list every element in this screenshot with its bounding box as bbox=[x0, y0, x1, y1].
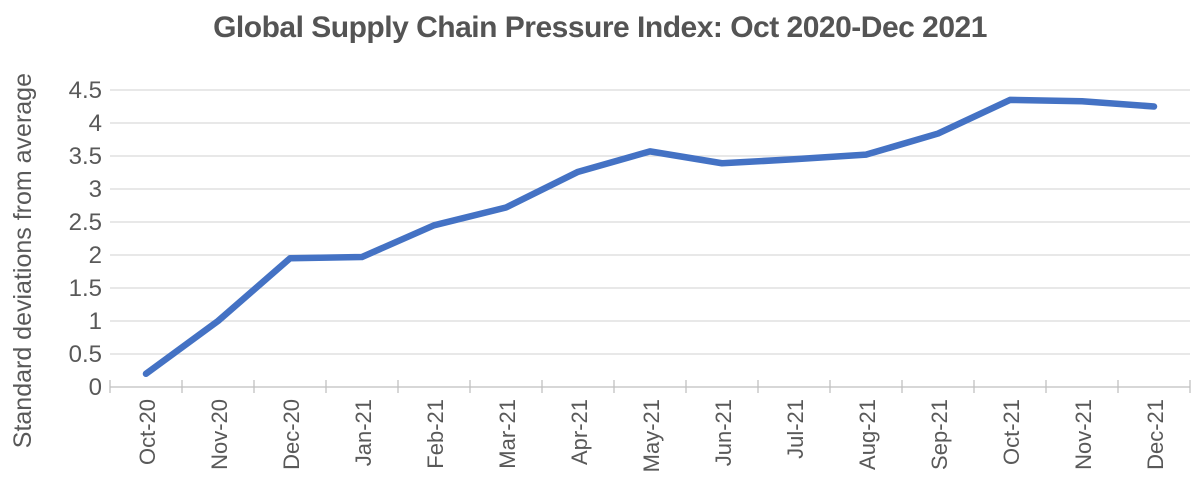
x-tick-label: Dec-20 bbox=[279, 399, 304, 470]
y-tick-label: 3.5 bbox=[69, 143, 102, 170]
x-tick-label: Jun-21 bbox=[711, 399, 736, 466]
x-tick-label: Sep-21 bbox=[927, 399, 952, 470]
y-tick-label: 2.5 bbox=[69, 209, 102, 236]
x-tick-label: Aug-21 bbox=[855, 399, 880, 470]
x-tick-label: Feb-21 bbox=[423, 399, 448, 469]
x-tick-label: Nov-21 bbox=[1071, 399, 1096, 470]
x-tick-label: Dec-21 bbox=[1143, 399, 1168, 470]
x-tick-label: Jan-21 bbox=[351, 399, 376, 466]
y-tick-label: 4.5 bbox=[69, 77, 102, 104]
y-tick-label: 0.5 bbox=[69, 341, 102, 368]
y-tick-label: 3 bbox=[89, 176, 102, 203]
x-tick-label: Mar-21 bbox=[495, 399, 520, 469]
y-tick-label: 4 bbox=[89, 110, 102, 137]
x-tick-label: May-21 bbox=[639, 399, 664, 472]
series-line bbox=[142, 96, 1158, 378]
y-tick-label: 0 bbox=[89, 374, 102, 401]
x-tick-label: Apr-21 bbox=[567, 399, 592, 465]
x-tick-label: Oct-21 bbox=[999, 399, 1024, 465]
chart-title: Global Supply Chain Pressure Index: Oct … bbox=[213, 11, 987, 44]
x-tick-label: Jul-21 bbox=[783, 399, 808, 459]
x-tick-label: Nov-20 bbox=[207, 399, 232, 470]
y-tick-label: 1 bbox=[89, 308, 102, 335]
x-tick-label: Oct-20 bbox=[135, 399, 160, 465]
y-tick-label: 2 bbox=[89, 242, 102, 269]
y-tick-label: 1.5 bbox=[69, 275, 102, 302]
